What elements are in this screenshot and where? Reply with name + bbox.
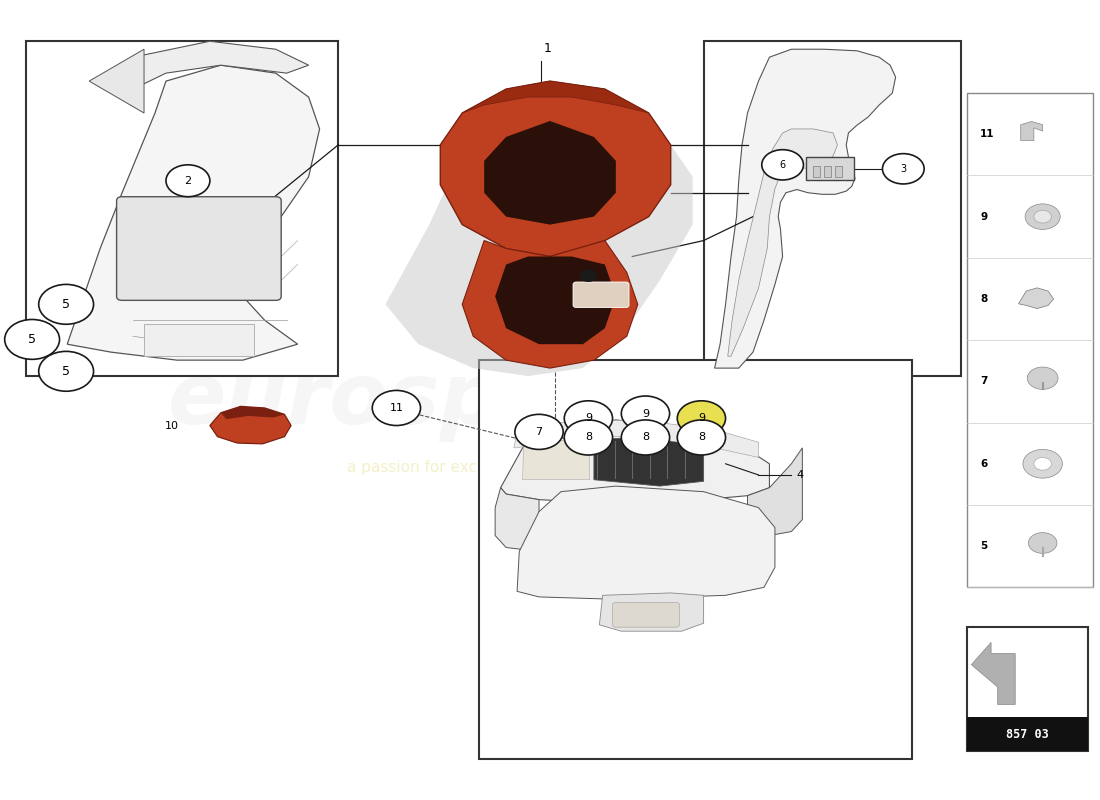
Bar bbox=[967, 93, 1093, 587]
Text: 9: 9 bbox=[585, 414, 592, 423]
Polygon shape bbox=[1021, 122, 1043, 141]
Polygon shape bbox=[495, 257, 616, 344]
Bar bbox=[813, 166, 820, 177]
Polygon shape bbox=[600, 593, 704, 631]
Circle shape bbox=[621, 420, 670, 455]
Text: 6: 6 bbox=[980, 458, 988, 469]
Text: 9: 9 bbox=[642, 409, 649, 418]
Polygon shape bbox=[522, 438, 590, 480]
Circle shape bbox=[621, 396, 670, 431]
Circle shape bbox=[372, 390, 420, 426]
Polygon shape bbox=[440, 81, 671, 257]
Circle shape bbox=[1034, 210, 1052, 223]
Circle shape bbox=[580, 270, 597, 282]
Circle shape bbox=[39, 285, 94, 324]
Bar bbox=[835, 166, 842, 177]
Text: 1: 1 bbox=[543, 42, 552, 55]
Text: a passion for excellence since 1985: a passion for excellence since 1985 bbox=[348, 460, 620, 475]
Bar bbox=[967, 627, 1088, 750]
Circle shape bbox=[678, 401, 726, 436]
Text: 5: 5 bbox=[980, 541, 988, 551]
Circle shape bbox=[564, 420, 613, 455]
Polygon shape bbox=[748, 448, 802, 535]
Polygon shape bbox=[715, 50, 895, 368]
FancyBboxPatch shape bbox=[805, 157, 854, 180]
Text: 8: 8 bbox=[585, 433, 592, 442]
Circle shape bbox=[1023, 450, 1063, 478]
Bar bbox=[478, 360, 912, 758]
Polygon shape bbox=[89, 50, 144, 113]
Polygon shape bbox=[1019, 288, 1054, 309]
Polygon shape bbox=[462, 81, 649, 113]
Circle shape bbox=[1028, 533, 1057, 554]
Bar bbox=[25, 42, 338, 376]
FancyBboxPatch shape bbox=[117, 197, 282, 300]
Polygon shape bbox=[517, 486, 774, 599]
Circle shape bbox=[1027, 367, 1058, 390]
Text: 5: 5 bbox=[29, 333, 36, 346]
Polygon shape bbox=[385, 89, 693, 376]
Circle shape bbox=[564, 401, 613, 436]
Circle shape bbox=[515, 414, 563, 450]
Text: eurospares: eurospares bbox=[168, 358, 713, 442]
Circle shape bbox=[1034, 458, 1052, 470]
Circle shape bbox=[678, 420, 726, 455]
Text: 4: 4 bbox=[796, 470, 804, 480]
Text: 10: 10 bbox=[165, 421, 178, 430]
Circle shape bbox=[4, 319, 59, 359]
Bar bbox=[704, 42, 961, 376]
Polygon shape bbox=[514, 420, 759, 458]
Text: 11: 11 bbox=[389, 403, 404, 413]
Polygon shape bbox=[728, 129, 837, 356]
Text: 5: 5 bbox=[62, 298, 70, 311]
Circle shape bbox=[882, 154, 924, 184]
Text: 9: 9 bbox=[980, 212, 987, 222]
Circle shape bbox=[1025, 204, 1060, 230]
Polygon shape bbox=[500, 420, 769, 504]
Text: 2: 2 bbox=[185, 176, 191, 186]
Text: 7: 7 bbox=[536, 427, 542, 437]
Text: 11: 11 bbox=[980, 130, 994, 139]
Polygon shape bbox=[111, 42, 309, 89]
FancyBboxPatch shape bbox=[573, 282, 629, 307]
Polygon shape bbox=[971, 642, 1015, 705]
Text: 857 03: 857 03 bbox=[1005, 727, 1048, 741]
Text: 8: 8 bbox=[980, 294, 988, 304]
Text: 8: 8 bbox=[642, 433, 649, 442]
Text: 7: 7 bbox=[980, 376, 988, 386]
Circle shape bbox=[762, 150, 803, 180]
Text: 3: 3 bbox=[900, 164, 906, 174]
Bar bbox=[967, 718, 1088, 750]
Polygon shape bbox=[210, 406, 292, 444]
Polygon shape bbox=[462, 241, 638, 368]
Text: 5: 5 bbox=[62, 365, 70, 378]
Polygon shape bbox=[67, 65, 320, 360]
Polygon shape bbox=[221, 406, 285, 419]
FancyBboxPatch shape bbox=[613, 602, 680, 627]
Polygon shape bbox=[594, 436, 704, 486]
Text: 8: 8 bbox=[697, 433, 705, 442]
Polygon shape bbox=[484, 121, 616, 225]
Bar bbox=[144, 324, 254, 356]
Circle shape bbox=[39, 351, 94, 391]
Circle shape bbox=[166, 165, 210, 197]
Text: 9: 9 bbox=[697, 414, 705, 423]
Text: 6: 6 bbox=[780, 160, 785, 170]
Polygon shape bbox=[495, 488, 539, 551]
Bar bbox=[824, 166, 830, 177]
